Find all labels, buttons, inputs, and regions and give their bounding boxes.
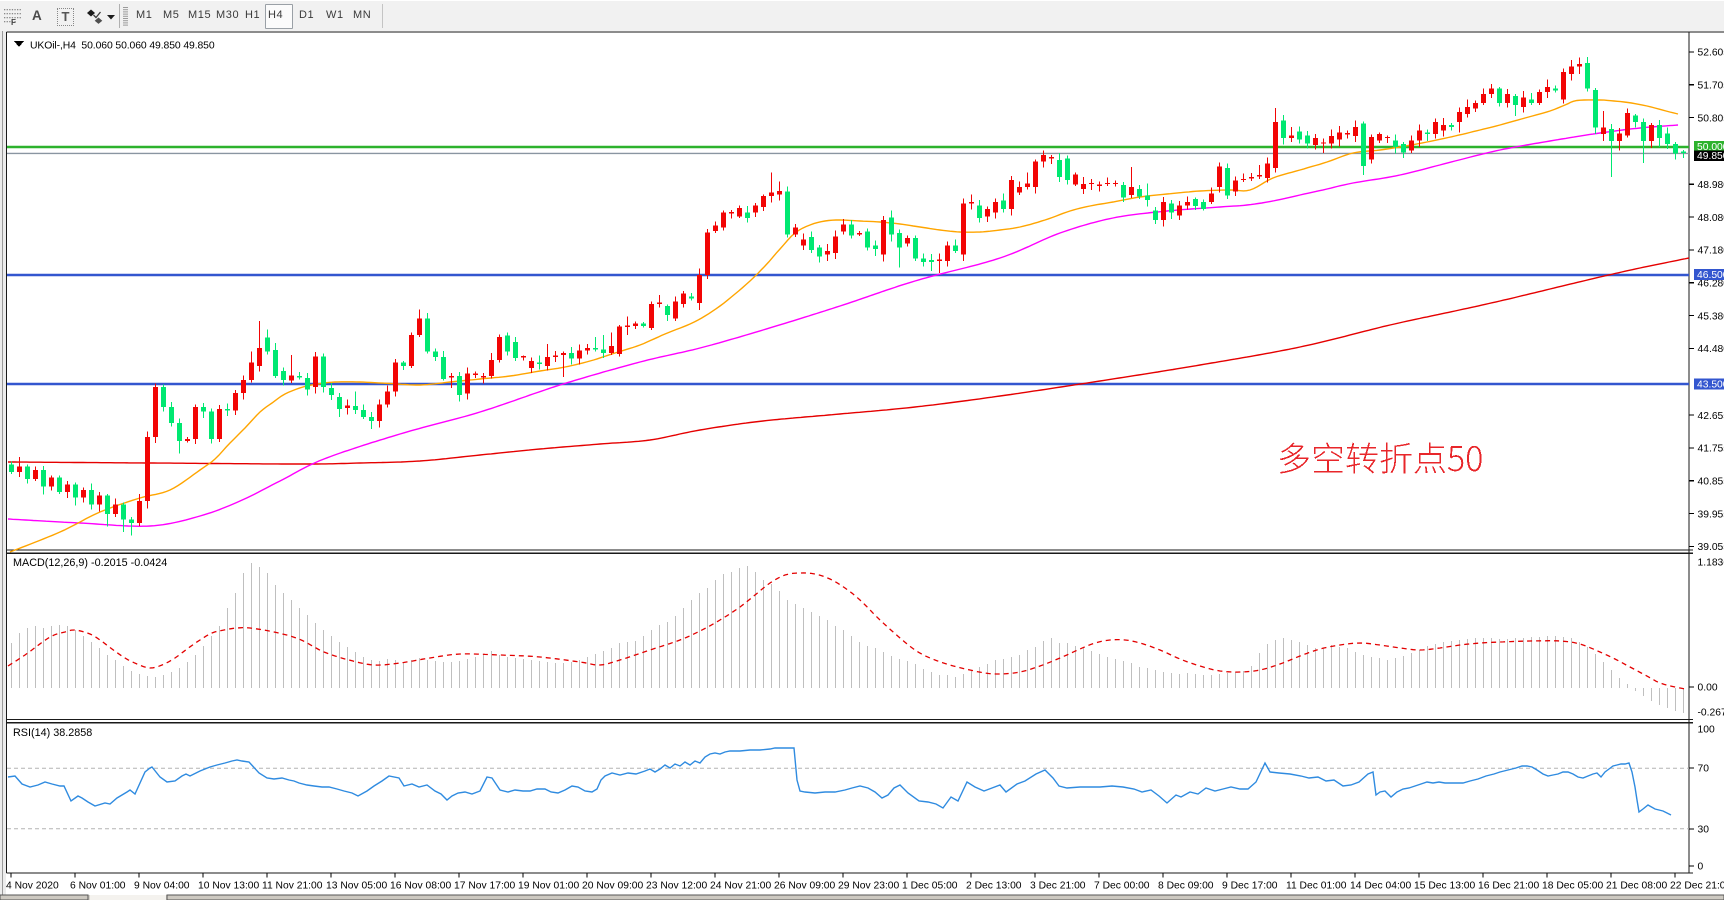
svg-text:17 Nov 17:00: 17 Nov 17:00 (454, 881, 516, 892)
svg-text:19 Nov 01:00: 19 Nov 01:00 (518, 881, 580, 892)
svg-text:UKOil-,H4 50.060 50.060 49.85: UKOil-,H4 50.060 50.060 49.850 49.850 (30, 41, 215, 52)
svg-text:2 Dec 13:00: 2 Dec 13:00 (966, 881, 1022, 892)
svg-text:48.980: 48.980 (1698, 180, 1724, 191)
svg-text:70: 70 (1698, 764, 1710, 775)
svg-text:3 Dec 21:00: 3 Dec 21:00 (1030, 881, 1086, 892)
svg-text:1 Dec 05:00: 1 Dec 05:00 (902, 881, 958, 892)
svg-text:7 Dec 00:00: 7 Dec 00:00 (1094, 881, 1150, 892)
svg-text:10 Nov 13:00: 10 Nov 13:00 (198, 881, 260, 892)
svg-text:21 Dec 08:00: 21 Dec 08:00 (1606, 881, 1668, 892)
svg-text:43.500: 43.500 (1697, 380, 1724, 391)
svg-text:52.605: 52.605 (1698, 48, 1724, 59)
svg-text:18 Dec 05:00: 18 Dec 05:00 (1542, 881, 1604, 892)
svg-text:39.955: 39.955 (1698, 509, 1724, 520)
svg-text:MACD(12,26,9) -0.2015 -0.0424: MACD(12,26,9) -0.2015 -0.0424 (13, 557, 167, 569)
svg-text:14 Dec 04:00: 14 Dec 04:00 (1350, 881, 1412, 892)
svg-text:F: F (11, 18, 16, 27)
svg-text:11 Dec 01:00: 11 Dec 01:00 (1286, 881, 1347, 892)
svg-text:22 Dec 21:00: 22 Dec 21:00 (1670, 881, 1724, 892)
svg-text:16 Dec 21:00: 16 Dec 21:00 (1478, 881, 1540, 892)
svg-text:50.000: 50.000 (1697, 142, 1724, 153)
svg-text:15 Dec 13:00: 15 Dec 13:00 (1414, 881, 1476, 892)
svg-text:9 Dec 17:00: 9 Dec 17:00 (1222, 881, 1278, 892)
svg-text:-0.2675: -0.2675 (1698, 708, 1724, 719)
svg-text:20 Nov 09:00: 20 Nov 09:00 (582, 881, 644, 892)
svg-text:29 Nov 23:00: 29 Nov 23:00 (838, 881, 900, 892)
svg-text:8 Dec 09:00: 8 Dec 09:00 (1158, 881, 1214, 892)
svg-text:24 Nov 21:00: 24 Nov 21:00 (710, 881, 772, 892)
svg-text:11 Nov 21:00: 11 Nov 21:00 (262, 881, 323, 892)
svg-text:1.1836: 1.1836 (1698, 558, 1724, 569)
svg-text:0: 0 (1698, 862, 1704, 873)
svg-text:16 Nov 08:00: 16 Nov 08:00 (390, 881, 452, 892)
svg-text:50.805: 50.805 (1698, 113, 1724, 124)
svg-text:4 Nov 2020: 4 Nov 2020 (6, 881, 59, 892)
svg-text:13 Nov 05:00: 13 Nov 05:00 (326, 881, 388, 892)
svg-text:RSI(14) 38.2858: RSI(14) 38.2858 (13, 727, 92, 739)
svg-text:40.855: 40.855 (1698, 477, 1724, 488)
svg-text:26 Nov 09:00: 26 Nov 09:00 (774, 881, 836, 892)
svg-text:41.755: 41.755 (1698, 444, 1724, 455)
svg-text:6 Nov 01:00: 6 Nov 01:00 (70, 881, 126, 892)
svg-text:23 Nov 12:00: 23 Nov 12:00 (646, 881, 708, 892)
svg-text:0.00: 0.00 (1698, 683, 1718, 694)
svg-text:9 Nov 04:00: 9 Nov 04:00 (134, 881, 190, 892)
svg-text:51.705: 51.705 (1698, 81, 1724, 92)
svg-text:46.280: 46.280 (1698, 279, 1724, 290)
svg-text:45.380: 45.380 (1698, 311, 1724, 322)
svg-text:30: 30 (1698, 825, 1710, 836)
svg-text:47.180: 47.180 (1698, 246, 1724, 257)
svg-text:49.850: 49.850 (1697, 151, 1724, 162)
svg-text:48.080: 48.080 (1698, 213, 1724, 224)
svg-text:44.480: 44.480 (1698, 344, 1724, 355)
svg-text:42.655: 42.655 (1698, 411, 1724, 422)
svg-text:46.500: 46.500 (1697, 270, 1724, 281)
svg-text:39.055: 39.055 (1698, 542, 1724, 553)
svg-text:100: 100 (1698, 725, 1715, 736)
